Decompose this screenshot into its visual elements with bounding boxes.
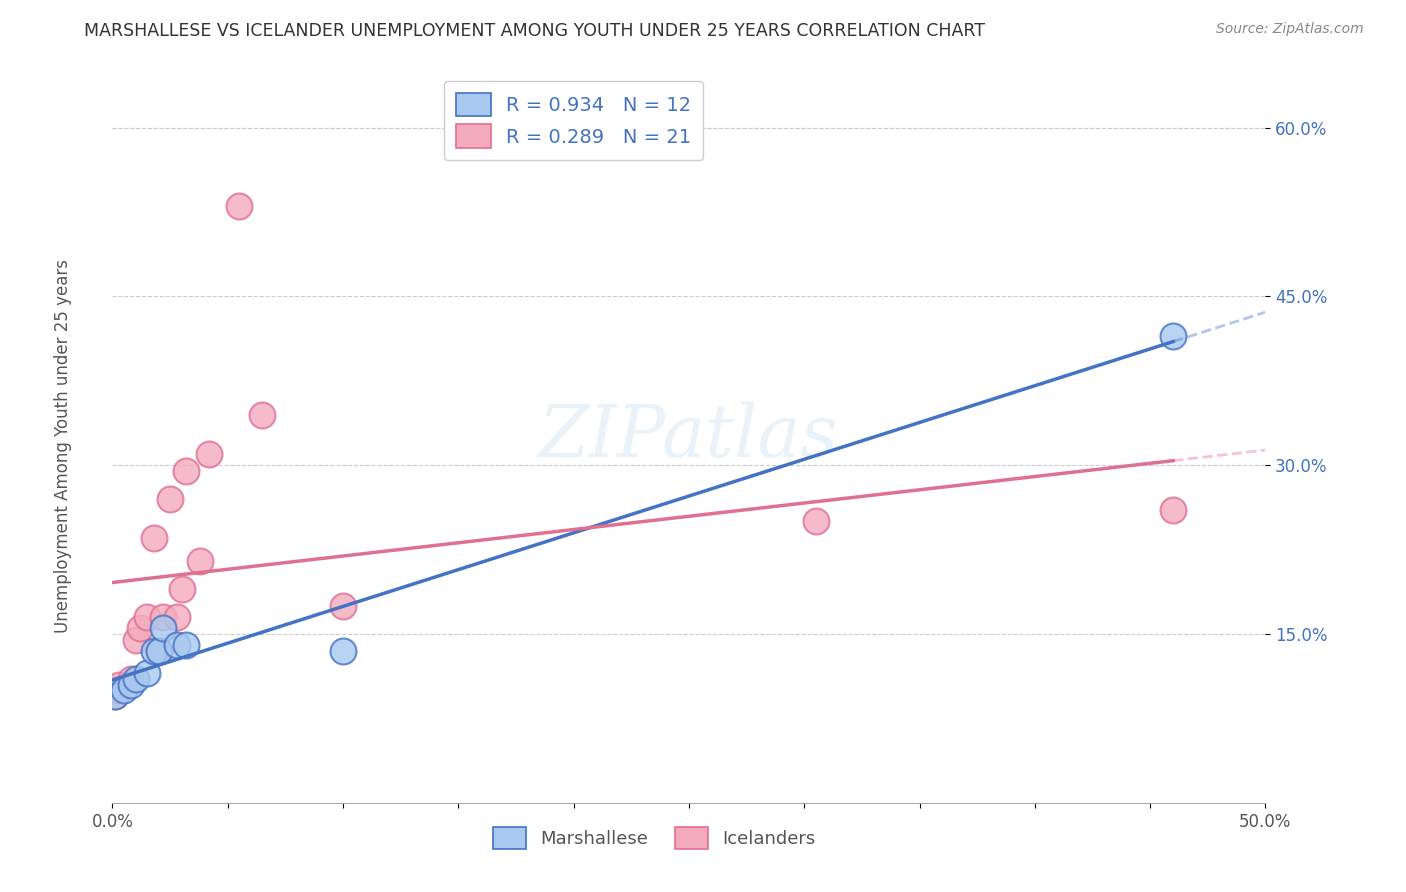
Text: Source: ZipAtlas.com: Source: ZipAtlas.com	[1216, 22, 1364, 37]
Point	[1161, 328, 1184, 343]
Point	[104, 689, 127, 703]
Point	[188, 554, 211, 568]
Point	[1161, 503, 1184, 517]
Point	[152, 621, 174, 635]
Point	[174, 464, 197, 478]
Point	[105, 683, 128, 698]
Point	[120, 672, 142, 686]
Point	[174, 638, 197, 652]
Point	[804, 515, 827, 529]
Text: ZIPatlas: ZIPatlas	[538, 401, 839, 473]
Point	[170, 582, 193, 596]
Legend: Marshallese, Icelanders: Marshallese, Icelanders	[482, 816, 827, 860]
Point	[228, 199, 250, 213]
Point	[143, 644, 166, 658]
Point	[143, 532, 166, 546]
Text: Unemployment Among Youth under 25 years: Unemployment Among Youth under 25 years	[55, 259, 72, 633]
Point	[166, 610, 188, 624]
Point	[332, 599, 354, 613]
Point	[252, 408, 274, 422]
Point	[198, 447, 221, 461]
Point	[148, 644, 170, 658]
Point	[136, 666, 159, 681]
Point	[332, 644, 354, 658]
Point	[159, 491, 181, 506]
Point	[124, 672, 146, 686]
Point	[120, 678, 142, 692]
Point	[152, 610, 174, 624]
Point	[108, 678, 131, 692]
Point	[148, 644, 170, 658]
Text: MARSHALLESE VS ICELANDER UNEMPLOYMENT AMONG YOUTH UNDER 25 YEARS CORRELATION CHA: MARSHALLESE VS ICELANDER UNEMPLOYMENT AM…	[84, 22, 986, 40]
Point	[129, 621, 152, 635]
Point	[136, 610, 159, 624]
Point	[104, 689, 127, 703]
Point	[112, 683, 135, 698]
Point	[166, 638, 188, 652]
Point	[124, 632, 146, 647]
